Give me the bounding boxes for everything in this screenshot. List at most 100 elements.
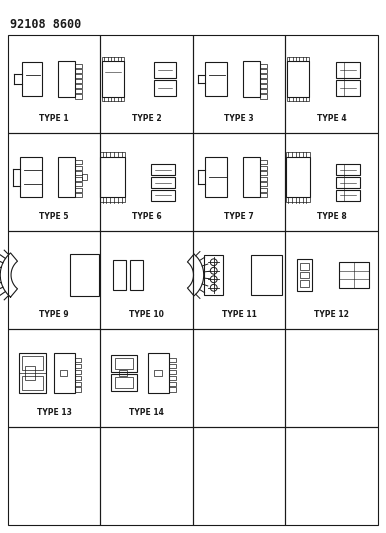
Bar	[76, 188, 82, 192]
Text: TYPE 11: TYPE 11	[222, 310, 257, 319]
Bar	[76, 74, 82, 78]
Bar	[261, 79, 267, 83]
Bar	[20, 157, 42, 197]
Bar	[82, 174, 86, 180]
Bar	[193, 231, 286, 329]
Bar	[100, 427, 193, 525]
Text: TYPE 5: TYPE 5	[39, 212, 69, 221]
Bar	[169, 364, 176, 368]
Text: 92108 8600: 92108 8600	[10, 18, 81, 31]
Bar	[22, 357, 43, 370]
Bar	[100, 329, 193, 427]
Bar	[151, 164, 175, 175]
Bar	[111, 374, 137, 391]
Bar	[169, 369, 176, 374]
Bar	[286, 133, 378, 231]
Bar	[76, 176, 82, 181]
Bar	[76, 79, 82, 83]
Text: TYPE 6: TYPE 6	[132, 212, 162, 221]
Bar	[154, 369, 162, 376]
Bar	[100, 151, 125, 157]
Bar	[74, 358, 81, 362]
Bar	[287, 61, 309, 97]
Bar	[287, 57, 309, 61]
Bar	[74, 382, 81, 386]
Bar	[286, 329, 378, 427]
Bar	[130, 260, 143, 290]
Bar	[76, 171, 82, 175]
Bar	[100, 35, 193, 133]
Bar	[119, 370, 127, 376]
Bar	[71, 254, 99, 296]
Bar	[76, 193, 82, 197]
Bar	[261, 171, 267, 175]
Bar	[76, 64, 82, 68]
Bar	[76, 69, 82, 73]
Bar	[297, 259, 312, 291]
Bar	[169, 358, 176, 362]
Bar	[261, 64, 267, 68]
Bar	[76, 160, 82, 164]
Bar	[8, 329, 100, 427]
Bar	[76, 89, 82, 93]
Bar	[154, 62, 176, 78]
Bar	[193, 329, 286, 427]
Bar	[261, 94, 267, 99]
Bar	[169, 387, 176, 392]
Text: TYPE 8: TYPE 8	[317, 212, 347, 221]
Bar	[22, 376, 43, 390]
Bar	[251, 255, 282, 295]
Bar	[54, 353, 74, 392]
Bar	[111, 355, 137, 372]
Bar	[300, 263, 309, 270]
Bar	[193, 133, 286, 231]
Bar	[76, 166, 82, 170]
Bar	[115, 358, 132, 369]
Bar	[336, 62, 360, 78]
Text: TYPE 12: TYPE 12	[314, 310, 349, 319]
Bar	[261, 188, 267, 192]
Bar	[74, 369, 81, 374]
Bar	[100, 157, 125, 197]
Text: TYPE 9: TYPE 9	[39, 310, 69, 319]
Bar	[336, 164, 360, 175]
Bar	[115, 377, 132, 388]
Bar	[261, 69, 267, 73]
Bar	[300, 280, 309, 287]
Bar	[261, 176, 267, 181]
Bar	[261, 166, 267, 170]
Bar	[261, 193, 267, 197]
Bar	[193, 427, 286, 525]
Bar	[339, 262, 369, 288]
Bar	[336, 80, 360, 95]
Bar	[154, 80, 176, 95]
Bar	[205, 157, 227, 197]
Bar	[100, 197, 125, 203]
Bar	[113, 260, 126, 290]
Bar	[169, 376, 176, 380]
Bar	[336, 177, 360, 188]
Text: TYPE 3: TYPE 3	[224, 114, 254, 123]
Bar	[8, 231, 100, 329]
Bar	[22, 62, 42, 96]
Bar	[244, 157, 261, 197]
Bar	[261, 84, 267, 88]
Bar	[244, 61, 261, 97]
Bar	[261, 74, 267, 78]
Bar	[151, 177, 175, 188]
Bar	[59, 157, 76, 197]
Bar	[193, 35, 286, 133]
Bar	[102, 57, 124, 61]
Bar	[76, 94, 82, 99]
Text: TYPE 10: TYPE 10	[129, 310, 164, 319]
Bar	[286, 427, 378, 525]
Bar	[286, 157, 310, 197]
Bar	[261, 89, 267, 93]
Bar	[286, 197, 310, 203]
Bar	[74, 376, 81, 380]
Text: TYPE 1: TYPE 1	[39, 114, 69, 123]
Text: TYPE 2: TYPE 2	[132, 114, 162, 123]
Bar	[286, 35, 378, 133]
Bar	[61, 369, 67, 376]
Bar	[151, 190, 175, 201]
